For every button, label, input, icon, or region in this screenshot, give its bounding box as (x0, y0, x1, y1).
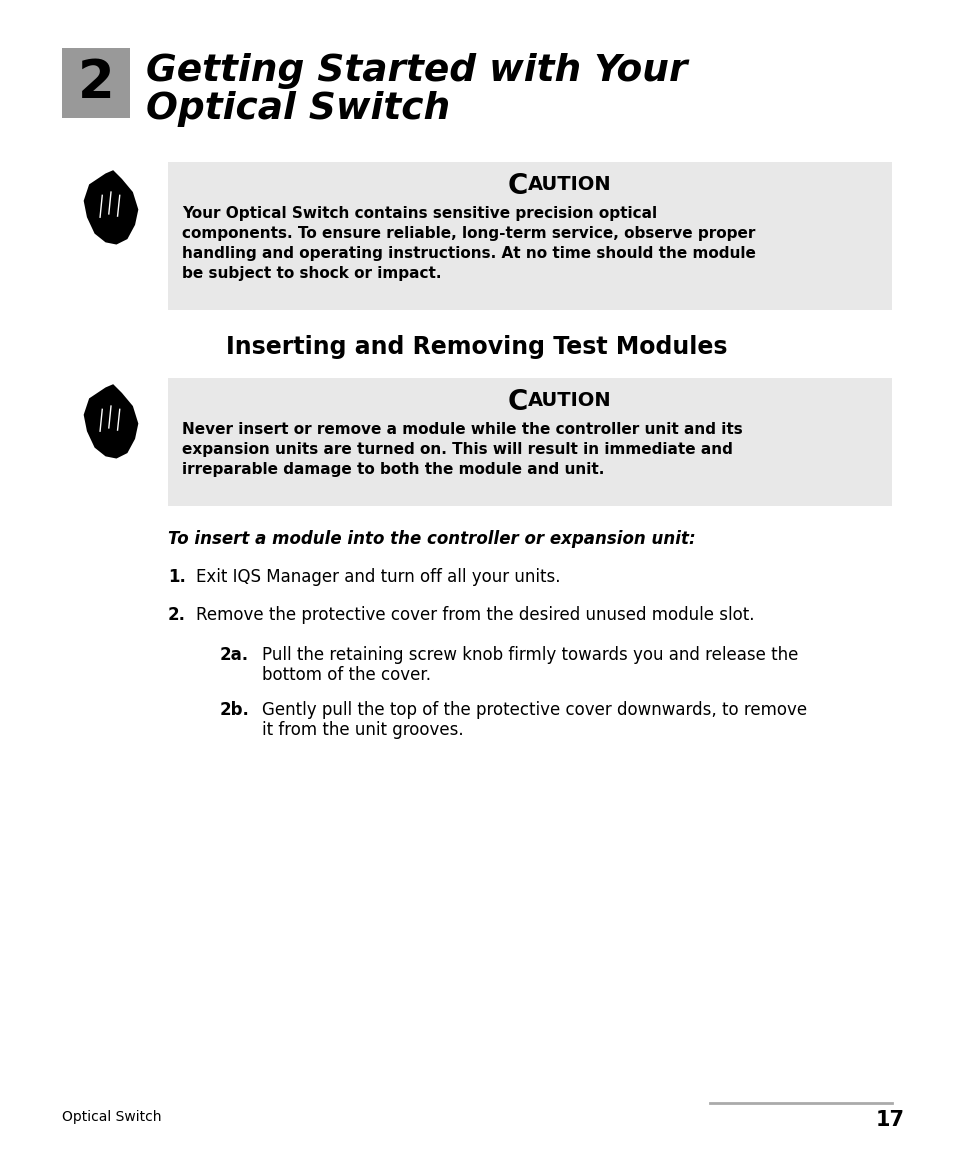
Text: Optical Switch: Optical Switch (146, 92, 450, 127)
Text: Optical Switch: Optical Switch (62, 1110, 161, 1124)
Text: Exit IQS Manager and turn off all your units.: Exit IQS Manager and turn off all your u… (195, 568, 560, 586)
FancyBboxPatch shape (168, 378, 891, 506)
Text: Never insert or remove a module while the controller unit and its: Never insert or remove a module while th… (182, 422, 742, 437)
Text: 2: 2 (77, 57, 114, 109)
Text: it from the unit grooves.: it from the unit grooves. (262, 721, 463, 739)
Text: C: C (507, 172, 527, 201)
Text: AUTION: AUTION (527, 175, 611, 194)
Text: Your Optical Switch contains sensitive precision optical: Your Optical Switch contains sensitive p… (182, 206, 657, 221)
Text: be subject to shock or impact.: be subject to shock or impact. (182, 267, 441, 280)
Text: 17: 17 (875, 1110, 904, 1130)
Text: Remove the protective cover from the desired unused module slot.: Remove the protective cover from the des… (195, 606, 754, 624)
Text: 2b.: 2b. (220, 701, 250, 719)
Text: C: C (507, 388, 527, 416)
Text: handling and operating instructions. At no time should the module: handling and operating instructions. At … (182, 246, 755, 261)
FancyBboxPatch shape (168, 162, 891, 309)
Text: Pull the retaining screw knob firmly towards you and release the: Pull the retaining screw knob firmly tow… (262, 646, 798, 664)
PathPatch shape (84, 384, 138, 459)
Text: irreparable damage to both the module and unit.: irreparable damage to both the module an… (182, 462, 604, 478)
Text: To insert a module into the controller or expansion unit:: To insert a module into the controller o… (168, 530, 695, 548)
FancyBboxPatch shape (62, 48, 130, 118)
Text: expansion units are turned on. This will result in immediate and: expansion units are turned on. This will… (182, 442, 732, 457)
PathPatch shape (84, 170, 138, 245)
Text: 2.: 2. (168, 606, 186, 624)
Text: 1.: 1. (168, 568, 186, 586)
Text: Inserting and Removing Test Modules: Inserting and Removing Test Modules (226, 335, 727, 359)
Text: Gently pull the top of the protective cover downwards, to remove: Gently pull the top of the protective co… (262, 701, 806, 719)
Text: components. To ensure reliable, long-term service, observe proper: components. To ensure reliable, long-ter… (182, 226, 755, 241)
Text: 2a.: 2a. (220, 646, 249, 664)
Text: AUTION: AUTION (527, 391, 611, 410)
Text: bottom of the cover.: bottom of the cover. (262, 666, 431, 684)
Text: Getting Started with Your: Getting Started with Your (146, 53, 687, 89)
